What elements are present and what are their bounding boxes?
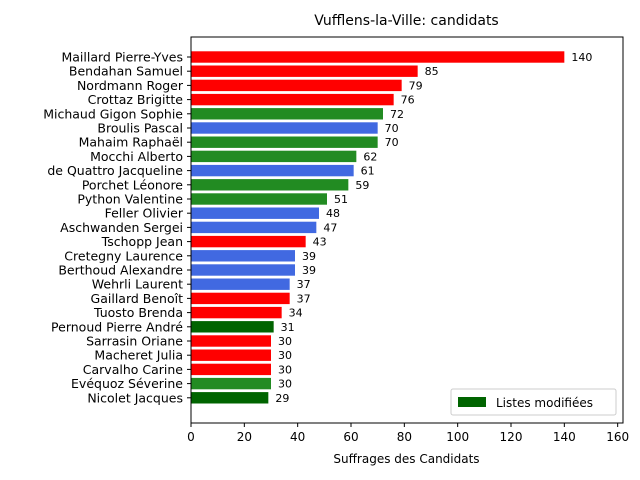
- y-tick-label: de Quattro Jacqueline: [47, 163, 183, 178]
- bar: [191, 122, 378, 134]
- y-tick-label: Broulis Pascal: [97, 121, 183, 136]
- bar-value-label: 140: [571, 51, 592, 64]
- y-tick-label: Mahaim Raphaël: [79, 135, 183, 150]
- bar: [191, 193, 327, 205]
- y-tick-label: Python Valentine: [77, 192, 183, 207]
- x-tick-label: 40: [290, 430, 305, 444]
- bar-value-label: 34: [289, 307, 303, 320]
- bar: [191, 179, 349, 191]
- bar-value-label: 85: [425, 65, 439, 78]
- y-tick-label: Tuosto Brenda: [93, 305, 183, 320]
- bar-value-label: 61: [361, 165, 375, 178]
- x-tick-label: 160: [606, 430, 629, 444]
- x-tick-label: 60: [343, 430, 358, 444]
- y-tick-label: Crottaz Brigitte: [88, 92, 184, 107]
- bar-value-label: 37: [297, 278, 311, 291]
- x-tick-label: 20: [237, 430, 252, 444]
- y-tick-label: Michaud Gigon Sophie: [43, 106, 183, 121]
- bar: [191, 164, 354, 177]
- bar: [191, 93, 394, 106]
- bar: [191, 392, 269, 404]
- bar: [191, 264, 295, 276]
- y-tick-label: Nordmann Roger: [77, 78, 184, 93]
- y-tick-label: Nicolet Jacques: [87, 390, 183, 405]
- bar-value-label: 43: [313, 236, 327, 249]
- bar-value-label: 37: [297, 292, 311, 305]
- x-tick-label: 140: [553, 430, 576, 444]
- bar: [191, 51, 565, 63]
- plot-frame: [190, 36, 624, 424]
- chart-title: Vufflens-la-Ville: candidats: [314, 13, 498, 29]
- bar: [191, 150, 357, 163]
- bar: [191, 377, 271, 390]
- bar: [191, 79, 402, 92]
- bar: [191, 250, 295, 262]
- bar: [191, 207, 319, 219]
- bar-value-label: 47: [323, 221, 337, 234]
- bar: [191, 321, 274, 333]
- bar: [191, 136, 378, 148]
- y-tick-label: Gaillard Benoît: [91, 291, 184, 306]
- bar: [191, 349, 271, 361]
- bar-value-label: 72: [390, 108, 404, 121]
- legend-box: [450, 388, 617, 416]
- bar: [191, 363, 271, 376]
- bar-value-label: 30: [278, 349, 292, 362]
- legend: Listes modifiées: [450, 388, 617, 416]
- x-tick-label: 0: [187, 430, 195, 444]
- legend-label: Listes modifiées: [496, 396, 593, 410]
- bar: [191, 292, 290, 305]
- bar: [191, 65, 418, 77]
- legend-swatch: [458, 397, 486, 407]
- bar-value-label: 31: [281, 321, 295, 334]
- y-tick-label: Aschwanden Sergei: [60, 220, 183, 235]
- y-tick-label: Cretegny Laurence: [64, 248, 183, 263]
- y-tick-label: Berthoud Alexandre: [58, 263, 183, 278]
- y-tick-label: Evéquoz Séverine: [71, 376, 183, 391]
- x-tick-label: 100: [446, 430, 469, 444]
- bar-value-label: 39: [302, 250, 316, 263]
- bars-group: 1408579767270706261595148474339393737343…: [191, 51, 592, 405]
- bar-value-label: 59: [355, 179, 369, 192]
- y-tick-label: Maillard Pierre-Yves: [61, 50, 183, 65]
- bar-value-label: 70: [385, 122, 399, 135]
- bar-value-label: 62: [363, 150, 377, 163]
- bar-value-label: 30: [278, 335, 292, 348]
- y-tick-label: Carvalho Carine: [83, 362, 184, 377]
- bar: [191, 335, 271, 347]
- bar-value-label: 39: [302, 264, 316, 277]
- y-tick-label: Macheret Julia: [94, 348, 183, 363]
- bar-value-label: 79: [409, 79, 423, 92]
- bar-value-label: 76: [401, 94, 415, 107]
- bar: [191, 221, 317, 234]
- bar-value-label: 51: [334, 193, 348, 206]
- bar: [191, 306, 282, 319]
- bar: [191, 235, 306, 248]
- x-axis-label: Suffrages des Candidats: [333, 452, 479, 466]
- y-tick-label: Tschopp Jean: [101, 234, 183, 249]
- bar: [191, 108, 383, 120]
- x-ticks: 0 20 40 60 80 100 120 140 160: [187, 423, 629, 444]
- bar-value-label: 48: [326, 207, 340, 220]
- y-tick-label: Bendahan Samuel: [69, 64, 183, 79]
- x-tick-label: 120: [500, 430, 523, 444]
- x-tick-label: 80: [397, 430, 412, 444]
- y-tick-label: Wehrli Laurent: [92, 277, 183, 292]
- bar-value-label: 30: [278, 378, 292, 391]
- bar-value-label: 70: [385, 136, 399, 149]
- y-tick-label: Pernoud Pierre André: [51, 319, 183, 334]
- bar-value-label: 30: [278, 363, 292, 376]
- y-tick-label: Mocchi Alberto: [90, 149, 183, 164]
- bar: [191, 278, 290, 290]
- y-tick-label: Porchet Léonore: [82, 177, 183, 192]
- bar-value-label: 29: [275, 392, 289, 405]
- y-tick-label: Feller Olivier: [105, 206, 184, 221]
- y-tick-label: Sarrasin Oriane: [86, 334, 183, 349]
